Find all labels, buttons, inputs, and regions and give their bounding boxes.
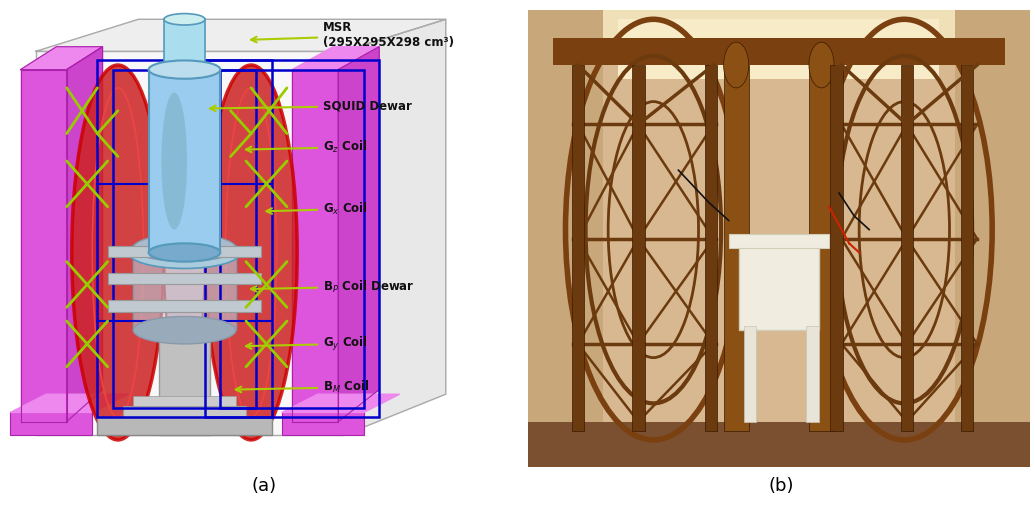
Bar — [108, 273, 261, 284]
Polygon shape — [10, 394, 128, 412]
Ellipse shape — [134, 316, 236, 344]
Bar — [739, 239, 819, 330]
Bar — [97, 60, 271, 417]
Text: MSR
(295X295X298 cm³): MSR (295X295X298 cm³) — [252, 21, 453, 49]
Bar — [10, 412, 92, 435]
Text: G$_z$ Coil: G$_z$ Coil — [246, 139, 367, 155]
Bar — [723, 65, 748, 431]
Polygon shape — [292, 47, 379, 70]
Text: G$_x$ Coil: G$_x$ Coil — [266, 201, 367, 217]
Bar — [205, 60, 379, 417]
Bar — [809, 65, 834, 431]
Ellipse shape — [164, 14, 205, 25]
Ellipse shape — [205, 65, 297, 440]
Ellipse shape — [723, 42, 748, 88]
Bar — [571, 65, 585, 431]
Ellipse shape — [161, 92, 187, 230]
Polygon shape — [292, 70, 338, 422]
Text: B$_M$ Coil: B$_M$ Coil — [236, 379, 369, 395]
Bar — [282, 412, 364, 435]
Polygon shape — [21, 47, 102, 70]
Bar — [159, 321, 210, 435]
Bar — [108, 300, 261, 312]
Text: (a): (a) — [252, 478, 276, 495]
Bar — [632, 65, 645, 431]
Ellipse shape — [128, 237, 241, 269]
Bar — [806, 326, 819, 422]
Bar — [134, 396, 236, 405]
Polygon shape — [66, 47, 102, 422]
Text: B$_P$ Coil Dewar: B$_P$ Coil Dewar — [252, 279, 414, 295]
Polygon shape — [282, 394, 400, 412]
Polygon shape — [338, 47, 379, 422]
Bar — [960, 65, 973, 431]
Bar — [603, 10, 954, 92]
Polygon shape — [36, 19, 446, 51]
Text: SQUID Dewar: SQUID Dewar — [210, 100, 412, 113]
Polygon shape — [344, 19, 446, 435]
Ellipse shape — [164, 115, 205, 390]
Bar — [705, 65, 717, 431]
Ellipse shape — [809, 42, 834, 88]
Text: (b): (b) — [769, 478, 794, 495]
Bar — [164, 19, 205, 70]
Bar — [149, 70, 220, 252]
Ellipse shape — [149, 243, 220, 262]
Bar — [900, 65, 913, 431]
Bar — [618, 19, 940, 79]
Polygon shape — [21, 70, 66, 422]
Ellipse shape — [149, 60, 220, 79]
Bar — [36, 51, 344, 435]
Bar — [553, 38, 1005, 65]
Bar — [108, 246, 261, 257]
Ellipse shape — [71, 65, 164, 440]
Bar — [123, 405, 246, 417]
Ellipse shape — [134, 234, 236, 262]
Bar — [603, 65, 954, 422]
Bar — [113, 70, 257, 408]
Bar — [744, 326, 757, 422]
Text: G$_y$ Coil: G$_y$ Coil — [246, 335, 367, 353]
Bar — [97, 417, 271, 435]
Bar — [134, 248, 236, 330]
Bar — [830, 65, 842, 431]
Bar — [528, 422, 1030, 467]
Bar — [729, 234, 829, 248]
Bar — [220, 70, 364, 408]
